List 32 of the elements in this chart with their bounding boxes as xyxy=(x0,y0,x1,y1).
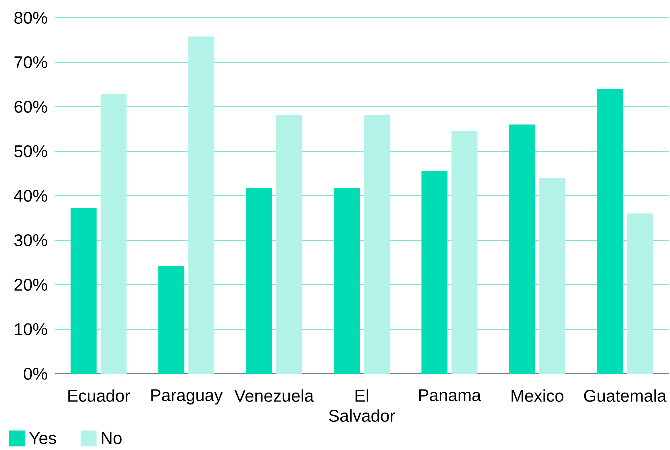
bar xyxy=(422,172,448,374)
bar xyxy=(246,188,272,374)
x-tick-label: Venezuela xyxy=(234,390,314,402)
bar xyxy=(627,214,654,374)
x-tick-label: Ecuador xyxy=(68,390,130,402)
bar xyxy=(158,266,185,374)
x-tick-label: Mexico xyxy=(512,390,564,402)
bar xyxy=(334,188,360,374)
y-tick-label: 40% xyxy=(14,190,48,202)
y-tick-label: 30% xyxy=(14,234,48,247)
x-tick-label: Guatemala xyxy=(584,390,667,402)
y-tick-label: 10% xyxy=(15,323,48,336)
bar xyxy=(597,89,624,374)
y-tick-label: 50% xyxy=(14,146,48,158)
bar xyxy=(100,94,127,374)
bar xyxy=(70,208,97,374)
x-tick-label: El Salvador xyxy=(329,390,396,422)
y-tick-label: 0% xyxy=(24,368,48,380)
bar xyxy=(188,36,215,374)
y-tick-label: 70% xyxy=(14,56,48,69)
bar xyxy=(509,124,536,374)
legend-label: Yes xyxy=(30,432,56,444)
bar xyxy=(364,115,390,374)
x-tick-label: Paraguay xyxy=(152,390,223,405)
y-tick-label: 20% xyxy=(14,278,48,292)
x-tick-label: Panama xyxy=(419,390,482,402)
bar xyxy=(276,115,302,374)
y-tick-label: 80% xyxy=(14,12,48,24)
bar xyxy=(539,178,566,374)
y-tick-label: 60% xyxy=(14,101,48,114)
bar xyxy=(452,131,478,374)
legend-label: No xyxy=(102,432,122,444)
